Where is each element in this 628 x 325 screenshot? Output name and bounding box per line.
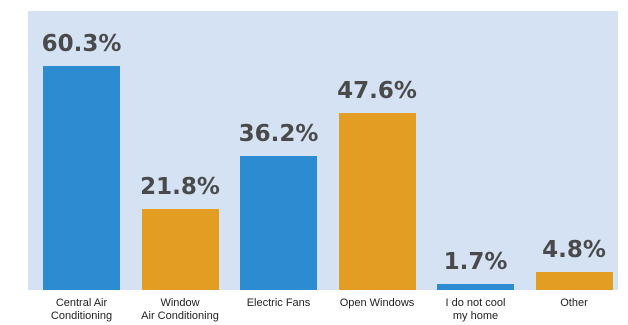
bar-1 [43, 66, 120, 290]
value-label-1: 60.3% [41, 31, 122, 58]
plot-area [28, 11, 618, 290]
category-label-5: I do not cool my home [445, 297, 506, 322]
category-label-1: Central Air Conditioning [50, 297, 113, 322]
bar-3 [240, 155, 317, 290]
bar-2 [141, 209, 219, 290]
value-label-4: 47.6% [337, 78, 417, 105]
value-label-5: 1.7% [443, 248, 508, 275]
category-label-4: Open Windows [339, 297, 415, 309]
bar-6 [535, 272, 613, 290]
category-label-2: Window Air Conditioning [141, 297, 219, 322]
value-label-6: 4.8% [542, 237, 606, 264]
category-label-6: Other [560, 297, 588, 309]
value-label-2: 21.8% [140, 174, 220, 201]
category-label-3: Electric Fans [246, 297, 311, 309]
bar-5 [437, 283, 514, 290]
value-label-3: 36.2% [238, 120, 319, 147]
bar-4 [338, 113, 416, 290]
